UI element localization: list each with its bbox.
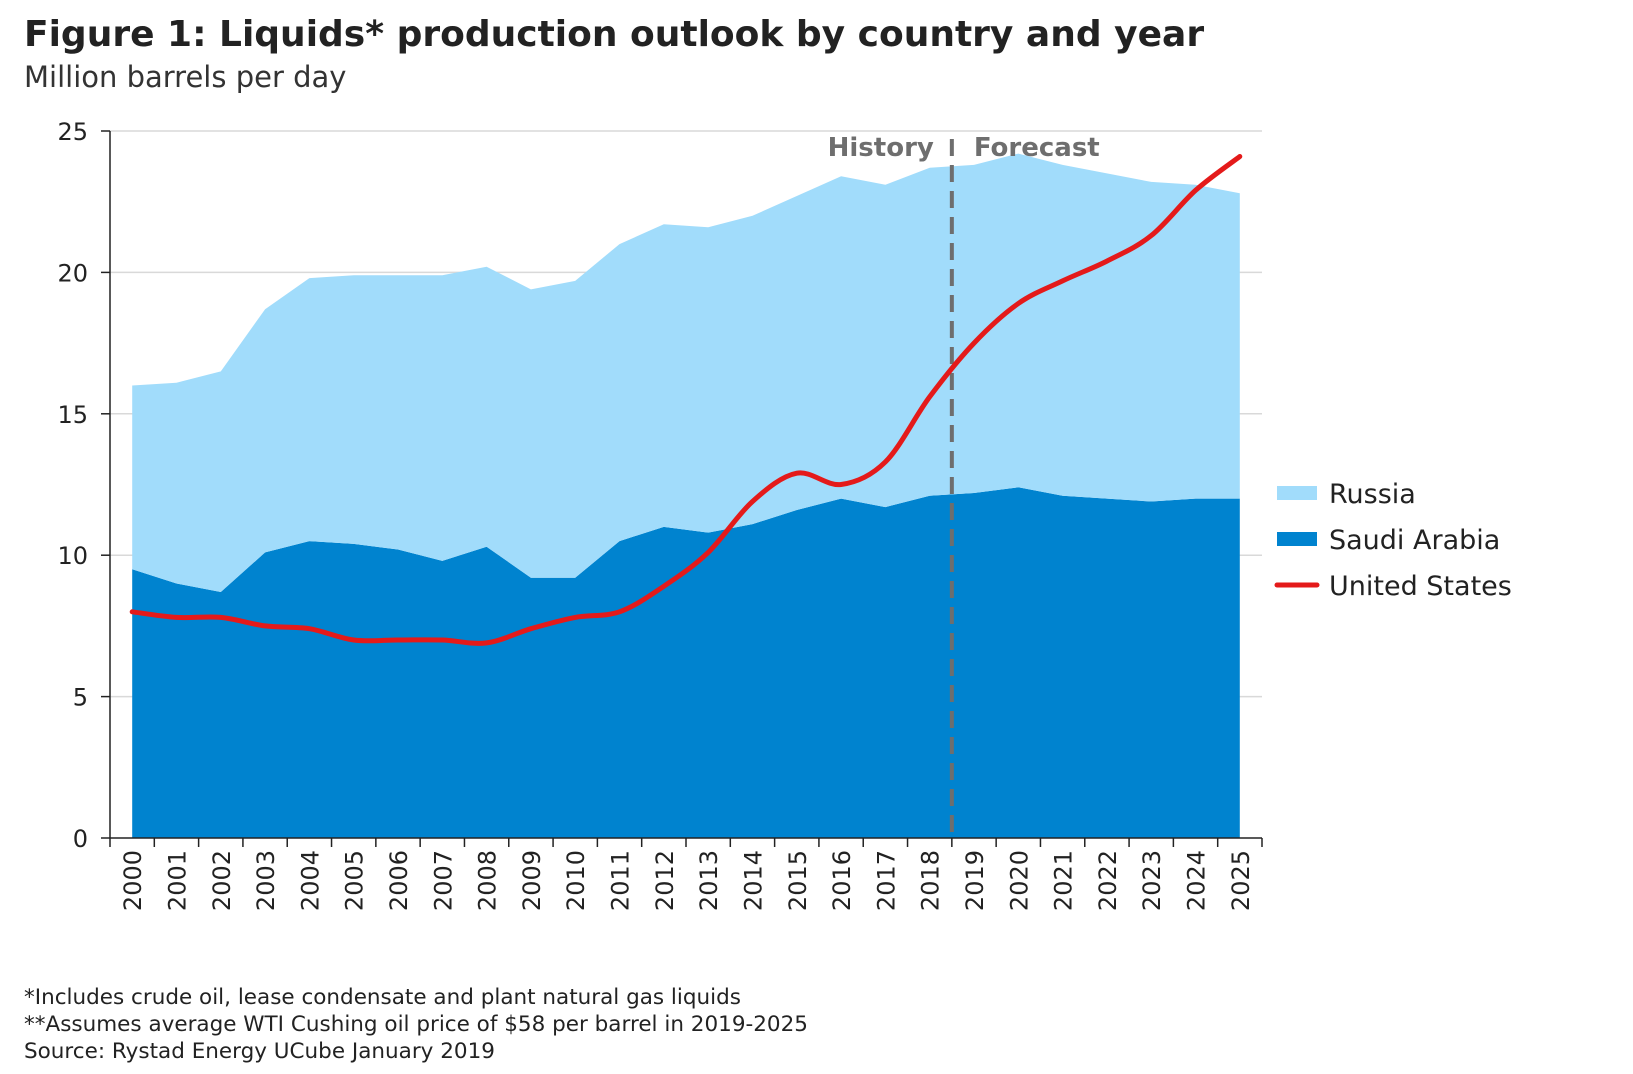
x-tick-label: 2009 (518, 850, 546, 911)
y-tick-label: 10 (57, 542, 88, 570)
x-tick-label: 2022 (1094, 850, 1122, 911)
line-series (129, 154, 1243, 646)
x-tick-label: 2002 (208, 850, 236, 911)
footnote-assumes: **Assumes average WTI Cushing oil price … (24, 1012, 808, 1037)
y-tick-label: 15 (57, 401, 88, 429)
x-tick-label: 2018 (917, 850, 945, 911)
x-tick-label: 2019 (961, 850, 989, 911)
footnote-source: Source: Rystad Energy UCube January 2019 (24, 1039, 495, 1064)
x-tick-label: 2015 (784, 850, 812, 911)
history-label: History (828, 133, 934, 163)
x-tick-label: 2003 (252, 850, 280, 911)
y-axis-ticks: 0 5 10 15 20 25 (57, 118, 110, 853)
area-russia (132, 153, 1240, 592)
x-tick-label: 2010 (562, 850, 590, 911)
chart-subtitle: Million barrels per day (24, 60, 347, 94)
forecast-label: Forecast (974, 133, 1100, 163)
x-tick-label: 2011 (607, 850, 635, 911)
x-tick-label: 2014 (740, 850, 768, 911)
legend-swatch-russia (1277, 486, 1317, 500)
x-tick-label: 2004 (296, 850, 324, 911)
y-tick-label: 0 (73, 825, 88, 853)
x-tick-label: 2017 (872, 850, 900, 911)
x-tick-label: 2016 (828, 850, 856, 911)
legend-swatch-saudi-arabia (1277, 532, 1317, 546)
x-tick-label: 2001 (164, 850, 192, 911)
legend: Russia Saudi Arabia United States (1274, 479, 1512, 602)
footnotes: *Includes crude oil, lease condensate an… (24, 984, 808, 1065)
y-tick-label: 5 (73, 684, 88, 712)
x-tick-label: 2025 (1227, 850, 1255, 911)
chart-title: Figure 1: Liquids* production outlook by… (24, 14, 1205, 55)
x-tick-label: 2013 (695, 850, 723, 911)
line-united-states (129, 154, 1243, 646)
x-tick-label: 2021 (1050, 850, 1078, 911)
history-forecast-divider: History Forecast (828, 133, 1100, 834)
x-tick-label: 2006 (385, 850, 413, 911)
x-axis-ticks: 2000 2001 2002 2003 2004 2005 2006 2007 2008 2009… (109, 838, 1263, 911)
legend-label-united-states: United States (1329, 571, 1512, 602)
y-tick-label: 25 (57, 118, 88, 146)
x-tick-label: 2000 (119, 850, 147, 911)
area-saudi-arabia (132, 487, 1240, 838)
x-tick-label: 2023 (1138, 850, 1166, 911)
y-tick-label: 20 (57, 259, 88, 287)
x-tick-label: 2008 (474, 850, 502, 911)
x-tick-label: 2012 (651, 850, 679, 911)
x-tick-label: 2005 (341, 850, 369, 911)
legend-label-russia: Russia (1329, 479, 1416, 510)
x-tick-label: 2007 (429, 850, 457, 911)
stacked-areas (132, 153, 1240, 838)
x-tick-label: 2020 (1005, 850, 1033, 911)
legend-label-saudi-arabia: Saudi Arabia (1329, 525, 1500, 556)
footnote-includes: *Includes crude oil, lease condensate an… (24, 985, 741, 1010)
x-tick-label: 2024 (1183, 850, 1211, 911)
